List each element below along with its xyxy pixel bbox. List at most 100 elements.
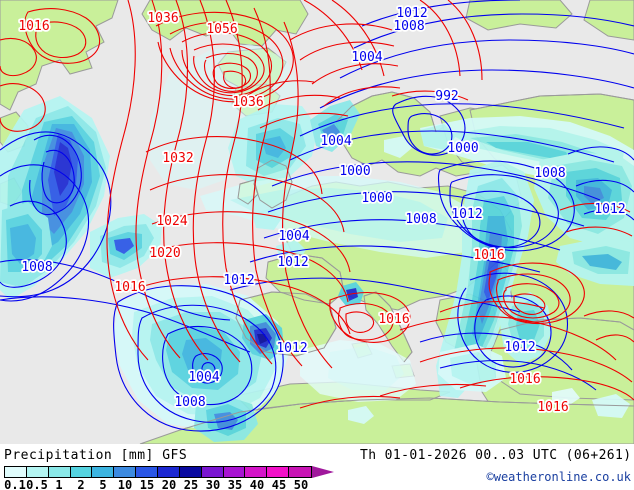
colorbar-tick: 50 [293, 478, 309, 490]
isobar-label-halo: 992 [435, 89, 458, 104]
map-graphics: 1016101610361036105610561036103610321032… [0, 0, 634, 444]
isobar-low-layer [0, 0, 634, 432]
isobar-label: 1024 [156, 214, 187, 229]
isobar-label-halo: 1012 [396, 6, 427, 21]
colorbar-swatch [92, 467, 115, 477]
colorbar-tick: 15 [139, 478, 155, 490]
colorbar-tick: 35 [227, 478, 243, 490]
colorbar-tick: 10 [117, 478, 133, 490]
isobar-label: 1036 [147, 11, 178, 26]
isobar-label: 1008 [393, 19, 424, 34]
isobar-label: 1000 [339, 164, 370, 179]
colorbar-tick: 5 [99, 478, 107, 490]
isobar-label-halo: 1056 [206, 22, 237, 37]
precipitation-colorbar[interactable]: 0.1 0.5 1 2 5 10 15 20 25 30 35 40 45 50 [4, 466, 344, 490]
isobar-label-layer: 1016101610361036105610561036103610321032… [17, 4, 628, 417]
map-footer: Precipitation [mm] GFS Th 01-01-2026 00.… [0, 444, 634, 490]
isobar-label-halo: 1020 [149, 246, 180, 261]
isobar-label-halo: 1016 [114, 280, 145, 295]
legend-title: Precipitation [mm] GFS [4, 448, 188, 463]
isobar-label-halo: 1004 [278, 229, 309, 244]
colorbar-arrow-icon [312, 466, 334, 478]
isobar-label-halo: 1004 [320, 134, 351, 149]
isobar-label: 1036 [232, 95, 263, 110]
land-greenland [0, 0, 119, 111]
isobar-label-halo: 1008 [393, 19, 424, 34]
isobar-label-halo: 1008 [405, 212, 436, 227]
isobar-label: 1004 [320, 134, 351, 149]
colorbar-tick: 0.1 [4, 478, 26, 490]
isobar-label-halo: 1004 [351, 50, 382, 65]
isobar-label-halo: 1036 [232, 95, 263, 110]
isobar-label-halo: 1012 [451, 207, 482, 222]
colorbar-swatch [289, 467, 312, 477]
isobar-label: 1016 [509, 372, 540, 387]
land-arctic-north [141, 0, 309, 47]
isobar-label-halo: 1008 [534, 166, 565, 181]
land-nw-russia-top [465, 0, 573, 31]
isobar-label: 1008 [405, 212, 436, 227]
isobar-label: 1004 [351, 50, 382, 65]
isobar-label: 1012 [451, 207, 482, 222]
isobar-label: 1016 [537, 400, 568, 415]
isobar-label-halo: 1012 [594, 202, 625, 217]
colorbar-swatch [201, 467, 224, 477]
colorbar-swatches [4, 466, 312, 478]
colorbar-swatch [136, 467, 159, 477]
colorbar-swatch [179, 467, 202, 477]
isobar-label: 1004 [278, 229, 309, 244]
isobar-label-halo: 1012 [276, 341, 307, 356]
isobar-label-halo: 1032 [162, 151, 193, 166]
land-ne-corner [583, 0, 634, 41]
isobar-label: 1000 [361, 191, 392, 206]
colorbar-tick: 40 [249, 478, 265, 490]
isobar-label: 1012 [277, 255, 308, 270]
colorbar-swatch [70, 467, 93, 477]
colorbar-tick: 20 [161, 478, 177, 490]
isobar-label-halo: 1012 [504, 340, 535, 355]
isobar-label-halo: 1036 [147, 11, 178, 26]
isobar-label-halo: 1012 [277, 255, 308, 270]
copyright-label: ©weatheronline.co.uk [486, 470, 632, 484]
colorbar-swatch [267, 467, 290, 477]
isobar-label-halo: 1016 [378, 312, 409, 327]
isobar-label: 1008 [174, 395, 205, 410]
isobar-label: 1012 [504, 340, 535, 355]
isobar-label-halo: 1008 [21, 260, 52, 275]
colorbar-tick: 45 [271, 478, 287, 490]
colorbar-swatch [245, 467, 268, 477]
isobar-label-halo: 1016 [473, 248, 504, 263]
colorbar-tick: 25 [183, 478, 199, 490]
isobar-high-layer [0, 0, 634, 409]
isobar-label: 1016 [473, 248, 504, 263]
colorbar-tick: 0.5 [26, 478, 48, 490]
colorbar-tick: 1 [55, 478, 63, 490]
colorbar-tick-labels: 0.1 0.5 1 2 5 10 15 20 25 30 35 40 45 50 [4, 478, 338, 490]
isobar-label-halo: 1008 [174, 395, 205, 410]
colorbar-swatch [5, 467, 27, 477]
isobar-label-halo: 1016 [509, 372, 540, 387]
colorbar-tick: 30 [205, 478, 221, 490]
isobar-label: 1016 [18, 19, 49, 34]
isobar-label: 1012 [396, 6, 427, 21]
isobar-label: 1056 [206, 22, 237, 37]
isobar-label: 1004 [188, 370, 219, 385]
isobar-label: 1000 [447, 141, 478, 156]
colorbar-tick: 2 [77, 478, 85, 490]
colorbar-swatch [158, 467, 180, 477]
colorbar-swatch [223, 467, 246, 477]
isobar-label-halo: 1000 [361, 191, 392, 206]
isobar-label: 1020 [149, 246, 180, 261]
run-datetime-label: Th 01-01-2026 00..03 UTC (06+261) [360, 448, 632, 463]
colorbar-swatch [26, 467, 49, 477]
weather-map-canvas[interactable]: 1016 1016 1036 1036 1056 1056 1036 1036 1032 1032… [0, 0, 634, 444]
colorbar-swatch [114, 467, 137, 477]
isobar-label-halo: 1024 [156, 214, 187, 229]
isobar-label: 1012 [276, 341, 307, 356]
isobar-label-halo: 1016 [537, 400, 568, 415]
isobar-label: 1012 [223, 273, 254, 288]
isobar-label-halo: 1000 [447, 141, 478, 156]
isobar-label: 1016 [114, 280, 145, 295]
isobar-label-halo: 1004 [188, 370, 219, 385]
